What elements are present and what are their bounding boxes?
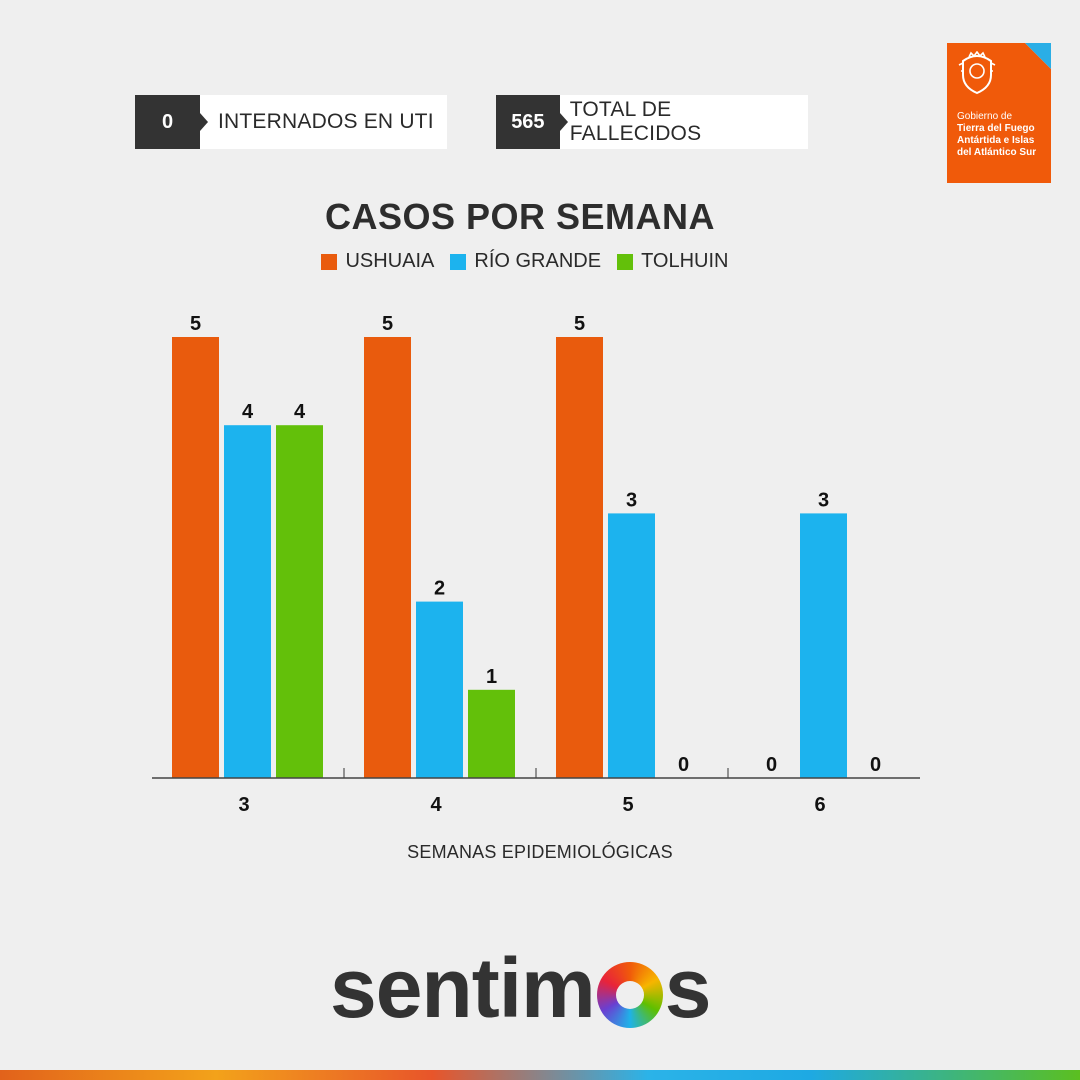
bar-ushuaia-week-5 xyxy=(556,337,603,778)
bar-r-o-grande-week-6 xyxy=(800,513,847,778)
stat-uti-label: INTERNADOS EN UTI xyxy=(218,110,434,133)
brand-rainbow-o-icon xyxy=(596,962,663,1028)
chart-title: CASOS POR SEMANA xyxy=(324,196,716,237)
stat-total-fallecidos: 565 TOTAL DE FALLECIDOS xyxy=(496,95,808,149)
bar-label-r-o-grande-week-3: 4 xyxy=(242,401,254,423)
bar-label-r-o-grande-week-6: 3 xyxy=(818,489,829,511)
legend-label-rio-grande: RÍO GRANDE xyxy=(474,250,602,272)
brand-text-prefix: sentim xyxy=(330,940,596,1035)
legend-swatch-rio-grande xyxy=(450,253,467,270)
bar-label-tolhuin-week-4: 1 xyxy=(486,666,497,688)
brand-text-suffix: s xyxy=(664,940,712,1035)
logo-line2: Tierra del Fuego Antártida e Islas del A… xyxy=(957,123,1037,158)
bar-tolhuin-week-4 xyxy=(468,689,515,778)
legend-label-ushuaia: USHUAIA xyxy=(345,250,435,272)
bar-label-r-o-grande-week-5: 3 xyxy=(626,489,637,511)
chart-legend: USHUAIA RÍO GRANDE TOLHUIN xyxy=(0,250,1050,273)
bar-label-tolhuin-week-6: 0 xyxy=(870,754,881,776)
legend-item-ushuaia: USHUAIA xyxy=(321,250,434,273)
bar-label-tolhuin-week-3: 4 xyxy=(294,401,306,423)
bar-label-tolhuin-week-5: 0 xyxy=(678,754,689,776)
x-axis-label: SEMANAS EPIDEMIOLÓGICAS xyxy=(407,842,673,862)
stat-fallecidos-value: 565 xyxy=(496,95,568,149)
bar-r-o-grande-week-3 xyxy=(224,425,271,778)
bar-tolhuin-week-3 xyxy=(276,425,323,778)
bar-ushuaia-week-3 xyxy=(172,337,219,778)
legend-swatch-tolhuin xyxy=(617,253,634,270)
x-tick-label-3: 3 xyxy=(238,794,249,816)
bar-label-r-o-grande-week-4: 2 xyxy=(434,578,445,600)
bar-label-ushuaia-week-3: 5 xyxy=(190,313,201,335)
legend-swatch-ushuaia xyxy=(321,253,338,270)
logo-fold xyxy=(1025,43,1051,69)
bar-label-ushuaia-week-5: 5 xyxy=(574,313,585,335)
sentimos-logo: sentim s xyxy=(330,938,712,1038)
bar-r-o-grande-week-4 xyxy=(416,601,463,778)
stat-fallecidos-label: TOTAL DE FALLECIDOS xyxy=(569,98,702,145)
stat-uti-value: 0 xyxy=(135,95,208,149)
gobierno-logo: Gobierno de Tierra del Fuego Antártida e… xyxy=(947,43,1051,183)
bar-ushuaia-week-4 xyxy=(364,337,411,778)
bar-label-ushuaia-week-6: 0 xyxy=(766,754,777,776)
legend-item-tolhuin: TOLHUIN xyxy=(617,250,729,273)
bar-r-o-grande-week-5 xyxy=(608,513,655,778)
x-tick-label-5: 5 xyxy=(622,794,633,816)
stat-internados-uti: 0 INTERNADOS EN UTI xyxy=(135,95,447,149)
logo-line1: Gobierno de xyxy=(957,111,1013,122)
x-tick-label-6: 6 xyxy=(814,794,825,816)
coat-of-arms-icon xyxy=(958,51,996,95)
bar-label-ushuaia-week-4: 5 xyxy=(382,313,393,335)
bottom-color-strip xyxy=(0,1070,1080,1080)
x-tick-label-4: 4 xyxy=(430,794,442,816)
legend-label-tolhuin: TOLHUIN xyxy=(641,250,729,272)
legend-item-rio-grande: RÍO GRANDE xyxy=(450,250,601,273)
